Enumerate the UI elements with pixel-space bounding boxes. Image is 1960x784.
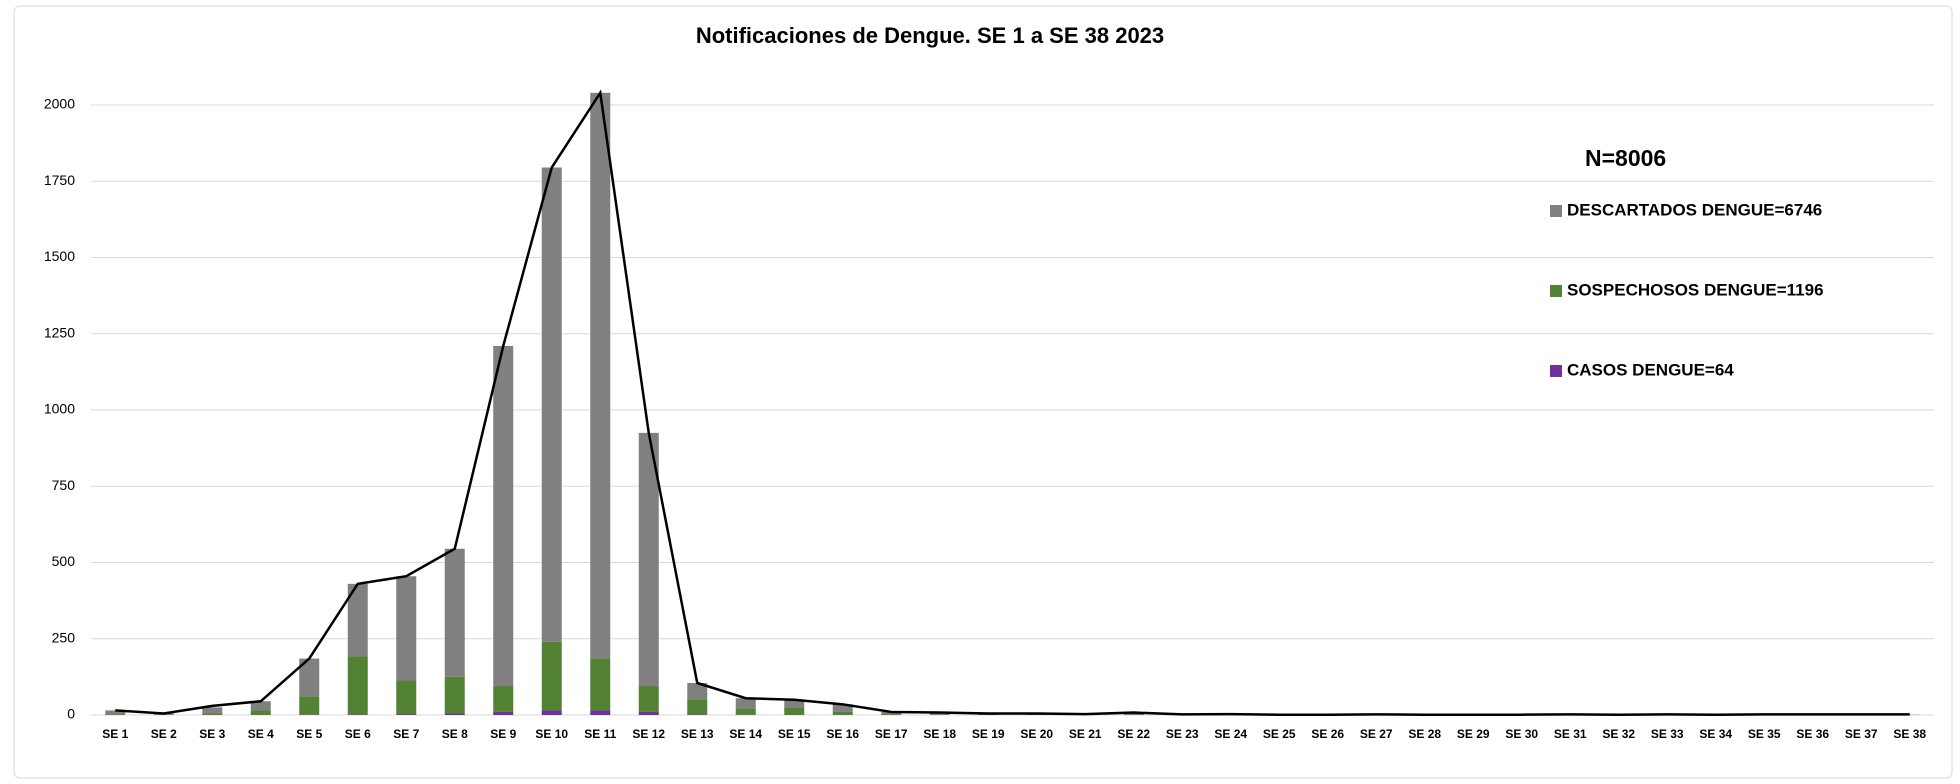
bar-segment	[444, 676, 465, 714]
bar-segment	[638, 432, 659, 687]
x-tick-label: SE 16	[826, 727, 859, 741]
bar-segment	[347, 656, 368, 715]
bar-segment	[396, 714, 417, 715]
x-tick-label: SE 28	[1408, 727, 1441, 741]
legend-label: SOSPECHOSOS DENGUE=1196	[1567, 280, 1824, 299]
x-tick-label: SE 21	[1069, 727, 1102, 741]
bar-segment	[299, 658, 320, 697]
legend-label: CASOS DENGUE=64	[1567, 360, 1734, 379]
x-tick-label: SE 24	[1214, 727, 1247, 741]
x-tick-label: SE 9	[490, 727, 516, 741]
y-tick-label: 250	[52, 629, 76, 645]
x-tick-label: SE 38	[1893, 727, 1926, 741]
x-tick-label: SE 5	[296, 727, 322, 741]
bar-segment	[590, 658, 611, 711]
y-tick-label: 0	[67, 706, 75, 722]
x-tick-label: SE 20	[1020, 727, 1053, 741]
x-tick-label: SE 19	[972, 727, 1005, 741]
bar-segment	[347, 714, 368, 715]
bar-segment	[493, 711, 514, 715]
bar-segment	[105, 714, 126, 715]
bar-segment	[929, 714, 950, 715]
x-tick-label: SE 26	[1311, 727, 1344, 741]
bar-segment	[541, 641, 562, 711]
legend-swatch	[1550, 365, 1562, 377]
x-tick-label: SE 18	[923, 727, 956, 741]
bar-segment	[347, 583, 368, 657]
x-tick-label: SE 34	[1699, 727, 1732, 741]
bar-segment	[250, 710, 271, 715]
y-tick-label: 1250	[44, 324, 75, 340]
bar-segment	[299, 696, 320, 715]
x-tick-label: SE 13	[681, 727, 714, 741]
x-tick-label: SE 31	[1554, 727, 1587, 741]
x-tick-label: SE 11	[584, 727, 616, 741]
x-tick-label: SE 36	[1796, 727, 1829, 741]
x-tick-label: SE 17	[875, 727, 908, 741]
chart-title: Notificaciones de Dengue. SE 1 a SE 38 2…	[696, 23, 1164, 48]
x-tick-label: SE 2	[151, 727, 177, 741]
x-tick-label: SE 25	[1263, 727, 1296, 741]
bar-segment	[1123, 714, 1144, 715]
bar-segment	[590, 92, 611, 659]
x-tick-label: SE 15	[778, 727, 811, 741]
bar-segment	[105, 710, 126, 715]
bar-segment	[832, 711, 853, 715]
bar-segment	[250, 701, 271, 711]
y-tick-label: 2000	[44, 96, 75, 112]
bar-segment	[735, 708, 756, 715]
x-tick-label: SE 22	[1117, 727, 1150, 741]
bar-segment	[202, 713, 223, 715]
x-tick-label: SE 37	[1845, 727, 1878, 741]
y-tick-label: 1500	[44, 248, 75, 264]
bar-segment	[832, 704, 853, 712]
bar-segment	[202, 707, 223, 714]
bar-segment	[638, 711, 659, 715]
x-tick-label: SE 14	[729, 727, 762, 741]
x-tick-label: SE 33	[1651, 727, 1684, 741]
x-tick-label: SE 29	[1457, 727, 1490, 741]
x-tick-label: SE 32	[1602, 727, 1635, 741]
x-tick-label: SE 35	[1748, 727, 1781, 741]
bar-segment	[784, 707, 805, 715]
x-tick-label: SE 6	[345, 727, 371, 741]
x-tick-label: SE 4	[248, 727, 274, 741]
legend-swatch	[1550, 285, 1562, 297]
bar-segment	[784, 699, 805, 708]
x-tick-label: SE 12	[632, 727, 665, 741]
annotation: N=8006	[1585, 145, 1666, 171]
bar-segment	[687, 714, 708, 715]
x-tick-label: SE 23	[1166, 727, 1199, 741]
x-tick-label: SE 7	[393, 727, 419, 741]
x-tick-label: SE 10	[535, 727, 568, 741]
bar-segment	[687, 699, 708, 715]
x-tick-label: SE 1	[102, 727, 128, 741]
bar-segment	[541, 710, 562, 715]
bar-segment	[396, 680, 417, 715]
x-tick-label: SE 27	[1360, 727, 1393, 741]
y-tick-label: 750	[52, 477, 76, 493]
total-line	[115, 89, 1910, 716]
y-tick-label: 1000	[44, 401, 75, 417]
bar-segment	[493, 686, 514, 712]
bar-segment	[493, 345, 514, 687]
bar-segment	[881, 714, 902, 715]
bar-segment	[396, 576, 417, 681]
x-tick-label: SE 30	[1505, 727, 1538, 741]
bar-segment	[735, 698, 756, 709]
bar-segment	[687, 682, 708, 700]
x-tick-label: SE 3	[199, 727, 225, 741]
bar-segment	[541, 167, 562, 642]
y-tick-label: 500	[52, 553, 76, 569]
bar-segment	[638, 686, 659, 712]
y-tick-label: 1750	[44, 172, 75, 188]
bar-segment	[590, 710, 611, 715]
bar-segment	[444, 548, 465, 677]
bar-segment	[444, 713, 465, 715]
legend-swatch	[1550, 205, 1562, 217]
x-tick-label: SE 8	[442, 727, 468, 741]
legend-label: DESCARTADOS DENGUE=6746	[1567, 200, 1822, 219]
